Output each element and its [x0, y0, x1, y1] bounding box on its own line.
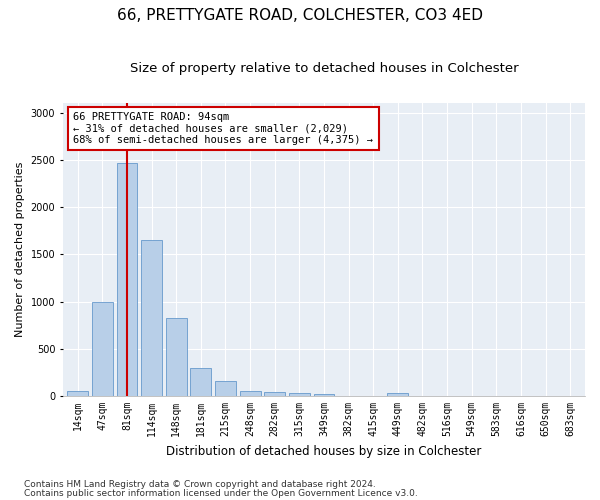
Bar [215, 382, 236, 396]
Bar [92, 302, 113, 396]
Text: 66, PRETTYGATE ROAD, COLCHESTER, CO3 4ED: 66, PRETTYGATE ROAD, COLCHESTER, CO3 4ED [117, 8, 483, 22]
Y-axis label: Number of detached properties: Number of detached properties [15, 162, 25, 337]
Bar [289, 393, 310, 396]
Text: Contains public sector information licensed under the Open Government Licence v3: Contains public sector information licen… [24, 488, 418, 498]
X-axis label: Distribution of detached houses by size in Colchester: Distribution of detached houses by size … [166, 444, 482, 458]
Bar [388, 393, 409, 396]
Bar [190, 368, 211, 396]
Bar [264, 392, 285, 396]
Bar [141, 240, 162, 396]
Bar [314, 394, 334, 396]
Bar [166, 318, 187, 396]
Text: Contains HM Land Registry data © Crown copyright and database right 2024.: Contains HM Land Registry data © Crown c… [24, 480, 376, 489]
Bar [239, 391, 260, 396]
Bar [67, 391, 88, 396]
Bar [116, 162, 137, 396]
Text: 66 PRETTYGATE ROAD: 94sqm
← 31% of detached houses are smaller (2,029)
68% of se: 66 PRETTYGATE ROAD: 94sqm ← 31% of detac… [73, 112, 373, 145]
Title: Size of property relative to detached houses in Colchester: Size of property relative to detached ho… [130, 62, 518, 76]
